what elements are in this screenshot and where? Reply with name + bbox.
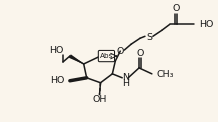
- Text: HO: HO: [199, 20, 214, 29]
- Text: H: H: [122, 79, 129, 88]
- Text: O: O: [136, 49, 144, 58]
- Text: OH: OH: [92, 95, 107, 104]
- Text: CH₃: CH₃: [157, 70, 174, 79]
- Polygon shape: [69, 54, 84, 64]
- Text: O: O: [172, 4, 179, 13]
- Text: HO: HO: [51, 76, 65, 85]
- Text: O: O: [99, 51, 106, 60]
- Text: Abs: Abs: [100, 53, 113, 59]
- FancyBboxPatch shape: [98, 50, 114, 62]
- Text: N: N: [122, 73, 129, 82]
- Text: O: O: [117, 47, 124, 56]
- Text: S: S: [146, 33, 152, 42]
- Text: HO: HO: [49, 46, 63, 55]
